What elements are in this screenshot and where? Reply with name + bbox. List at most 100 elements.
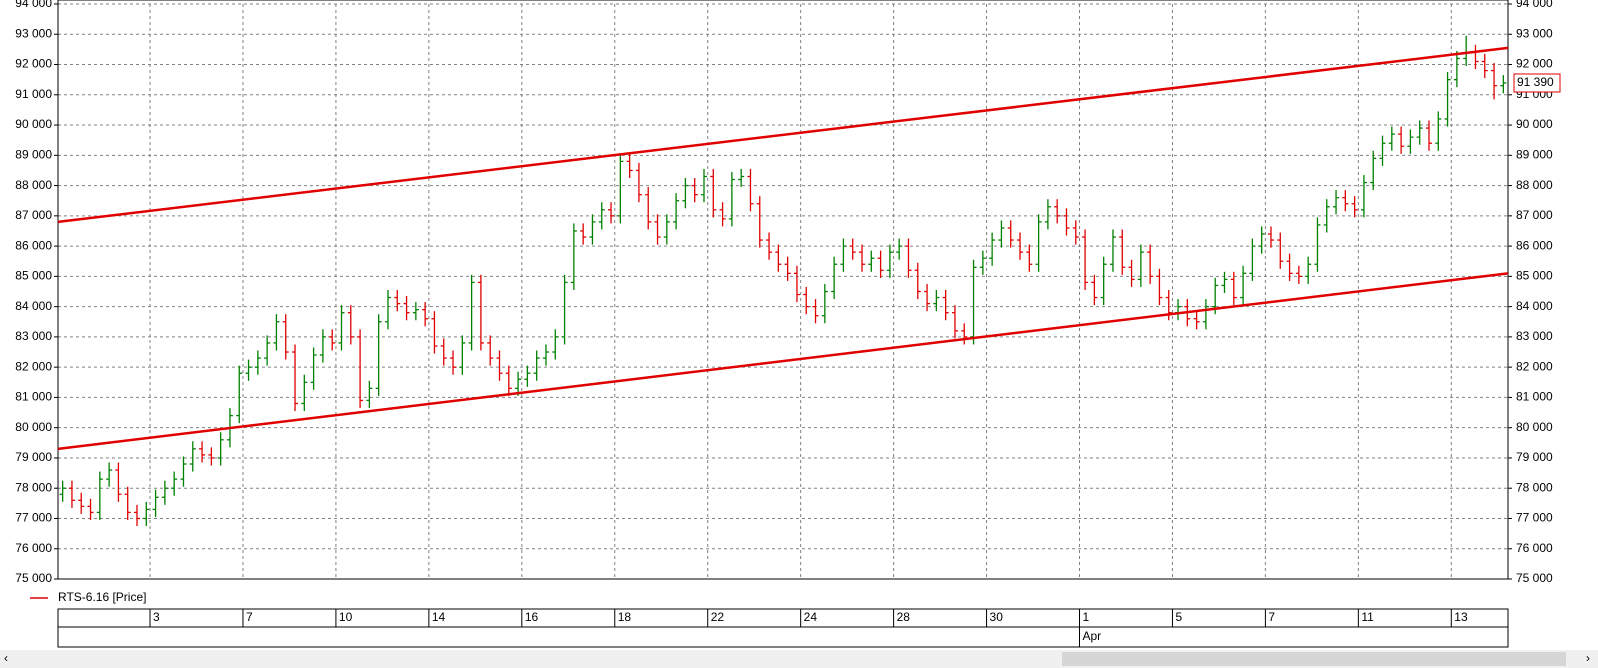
ohlc-bar xyxy=(1193,311,1200,330)
ohlc-bar xyxy=(942,289,949,321)
y2-tick-label: 94 000 xyxy=(1516,0,1553,10)
ohlc-bar xyxy=(552,329,559,360)
ohlc-bar xyxy=(78,492,85,514)
ohlc-bar xyxy=(310,347,317,390)
ohlc-bar xyxy=(1137,244,1144,287)
ohlc-bar xyxy=(1221,271,1228,294)
ohlc-bar xyxy=(496,350,503,381)
ohlc-bar xyxy=(1082,229,1089,290)
ohlc-bar xyxy=(1249,238,1256,281)
ohlc-bar xyxy=(645,187,652,230)
ohlc-bar xyxy=(1481,53,1488,79)
y2-tick-label: 85 000 xyxy=(1516,269,1553,283)
y2-tick-label: 82 000 xyxy=(1516,359,1553,373)
ohlc-bar xyxy=(831,256,838,300)
month-label: Apr xyxy=(1083,629,1102,643)
ohlc-bar xyxy=(1416,120,1423,145)
ohlc-bar xyxy=(347,305,354,345)
ohlc-bar xyxy=(663,214,670,245)
scrollbar-thumb[interactable] xyxy=(1062,652,1566,666)
ohlc-bar xyxy=(654,214,661,245)
ohlc-bar xyxy=(1435,111,1442,151)
ohlc-bar xyxy=(1444,72,1451,127)
ohlc-bar xyxy=(1286,253,1293,281)
ohlc-bar xyxy=(886,244,893,278)
y-tick-label: 91 000 xyxy=(15,87,52,101)
y-tick-label: 79 000 xyxy=(15,450,52,464)
ohlc-bar xyxy=(598,202,605,230)
ohlc-bar xyxy=(1156,268,1163,306)
ohlc-bar xyxy=(143,501,150,527)
ohlc-bar xyxy=(1202,299,1209,330)
y2-tick-label: 78 000 xyxy=(1516,480,1553,494)
ohlc-bar xyxy=(96,471,103,520)
ohlc-bar xyxy=(700,168,707,203)
ohlc-bar xyxy=(747,168,754,212)
y2-tick-label: 76 000 xyxy=(1516,541,1553,555)
ohlc-bar xyxy=(1230,271,1237,306)
ohlc-bar xyxy=(589,214,596,245)
y2-tick-label: 79 000 xyxy=(1516,450,1553,464)
ohlc-bar xyxy=(1267,226,1274,248)
scroll-left[interactable]: ‹ xyxy=(4,651,8,665)
ohlc-bar xyxy=(961,323,968,345)
x-tick-label: 7 xyxy=(246,610,253,624)
ohlc-bar xyxy=(905,238,912,278)
ohlc-bar xyxy=(1035,214,1042,272)
ohlc-bar xyxy=(189,441,196,472)
ohlc-bar xyxy=(357,329,364,409)
y-tick-label: 86 000 xyxy=(15,238,52,252)
ohlc-bar xyxy=(1453,50,1460,88)
ohlc-bar xyxy=(933,289,940,312)
y2-tick-label: 90 000 xyxy=(1516,117,1553,131)
ohlc-bar xyxy=(1314,217,1321,272)
y-tick-label: 84 000 xyxy=(15,299,52,313)
y2-tick-label: 92 000 xyxy=(1516,57,1553,71)
y2-tick-label: 88 000 xyxy=(1516,178,1553,192)
ohlc-bar xyxy=(1333,190,1340,215)
ohlc-bar xyxy=(106,462,113,487)
ohlc-bar xyxy=(1370,150,1377,191)
scroll-right[interactable]: › xyxy=(1586,651,1590,665)
ohlc-bar xyxy=(877,250,884,278)
ohlc-bar xyxy=(282,314,289,360)
ohlc-bar xyxy=(515,371,522,396)
y2-tick-label: 84 000 xyxy=(1516,299,1553,313)
ohlc-bar xyxy=(849,238,856,260)
ohlc-bar xyxy=(152,489,159,517)
ohlc-bar xyxy=(87,498,94,520)
ohlc-bar xyxy=(450,350,457,375)
ohlc-bar xyxy=(1398,126,1405,154)
ohlc-bar xyxy=(533,350,540,381)
x-tick-label: 5 xyxy=(1175,610,1182,624)
y-tick-label: 92 000 xyxy=(15,57,52,71)
ohlc-bar xyxy=(617,153,624,224)
ohlc-bar xyxy=(524,365,531,387)
ohlc-bar xyxy=(1342,190,1349,212)
ohlc-bar xyxy=(951,305,958,339)
ohlc-bar xyxy=(766,232,773,260)
ohlc-bar xyxy=(728,171,735,227)
x-tick-label: 16 xyxy=(525,610,539,624)
ohlc-bar xyxy=(1026,244,1033,272)
ohlc-bar xyxy=(691,178,698,203)
y-tick-label: 76 000 xyxy=(15,541,52,555)
y-tick-label: 87 000 xyxy=(15,208,52,222)
ohlc-bar xyxy=(431,311,438,354)
trend-line xyxy=(57,272,1509,451)
ohlc-bar xyxy=(1500,75,1507,94)
plot-frame xyxy=(57,0,1509,580)
ohlc-bar xyxy=(384,289,391,330)
ohlc-bar xyxy=(812,299,819,324)
ohlc-bar xyxy=(859,244,866,272)
ohlc-bar xyxy=(1007,220,1014,248)
ohlc-bar xyxy=(868,250,875,272)
ohlc-bar xyxy=(682,178,689,209)
ohlc-bar xyxy=(375,314,382,396)
x-tick-label: 13 xyxy=(1454,610,1468,624)
ohlc-bar xyxy=(329,329,336,351)
ohlc-bar xyxy=(840,238,847,272)
x-tick-label: 30 xyxy=(990,610,1004,624)
ohlc-bar xyxy=(468,274,475,351)
